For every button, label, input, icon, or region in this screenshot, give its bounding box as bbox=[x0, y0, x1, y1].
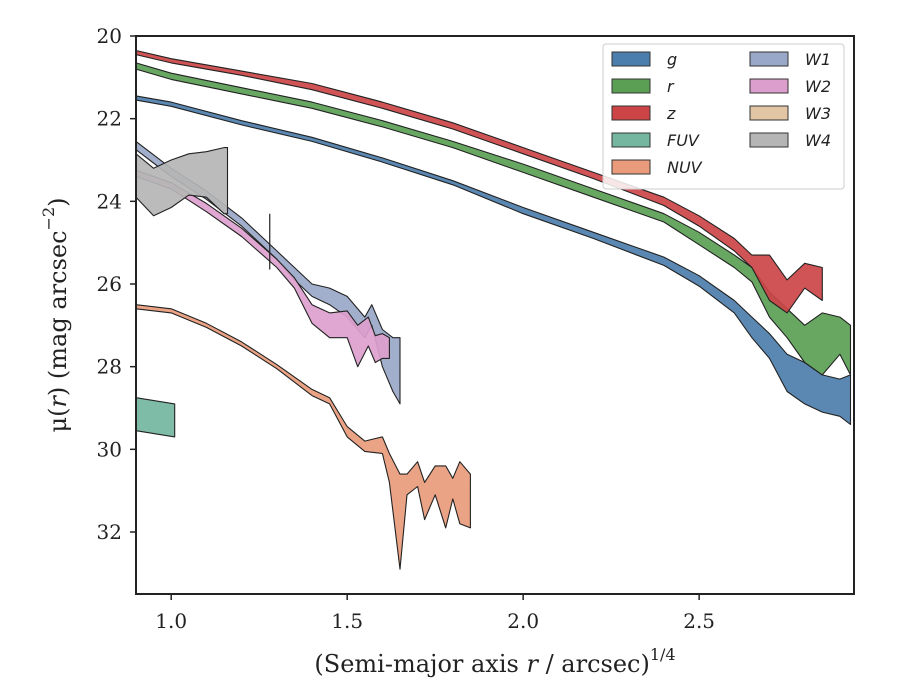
legend: grz FUV NUV W1 W2 W3 W4 bbox=[602, 43, 845, 190]
legend-label-fuv: FUV bbox=[667, 131, 700, 150]
series-band-nuv bbox=[135, 304, 471, 570]
x-tick-label: 1.0 bbox=[155, 609, 187, 633]
series-band-w4 bbox=[135, 147, 229, 217]
legend-label-nuv: NUV bbox=[667, 158, 703, 177]
y-tick-label: 32 bbox=[97, 520, 122, 544]
legend-swatch-g bbox=[611, 51, 651, 67]
legend-label-w2: W2 bbox=[805, 77, 831, 96]
y-tick-label: 24 bbox=[97, 189, 122, 213]
x-tick-label: 1.5 bbox=[331, 609, 363, 633]
legend-label-w3: W3 bbox=[805, 104, 831, 123]
legend-swatch-nuv bbox=[611, 159, 651, 175]
legend-label-r: r bbox=[667, 77, 675, 96]
y-axis-title: μ(r) (mag arcsec−2) bbox=[39, 197, 72, 432]
x-tick-label: 2.0 bbox=[507, 609, 539, 633]
x-tick-label: 2.5 bbox=[683, 609, 715, 633]
legend-swatch-w3 bbox=[749, 105, 789, 121]
y-tick-label: 30 bbox=[97, 437, 122, 461]
legend-swatch-w1 bbox=[749, 51, 789, 67]
series-band-g bbox=[135, 95, 852, 426]
legend-swatch-r bbox=[611, 78, 651, 94]
y-tick-label: 26 bbox=[97, 272, 122, 296]
legend-label-g: g bbox=[667, 50, 677, 69]
tick-layer: 1.0 1.5 2.0 2.5 20 22 24 26 28 30 32 bbox=[97, 24, 715, 633]
y-tick-label: 28 bbox=[97, 355, 122, 379]
series-band-r bbox=[135, 62, 852, 376]
plot-frame bbox=[135, 35, 855, 595]
legend-label-w4: W4 bbox=[805, 131, 831, 150]
legend-label-w1: W1 bbox=[805, 50, 831, 69]
y-tick-label: 20 bbox=[97, 24, 122, 48]
legend-label-z: z bbox=[666, 104, 676, 123]
series-band-fuv bbox=[135, 397, 176, 438]
legend-swatch-fuv bbox=[611, 132, 651, 148]
legend-swatch-z bbox=[611, 105, 651, 121]
legend-swatch-w2 bbox=[749, 78, 789, 94]
series-layer bbox=[135, 49, 852, 570]
series-band-w2 bbox=[135, 169, 390, 368]
legend-swatch-w4 bbox=[749, 132, 789, 148]
series-band-z bbox=[135, 49, 823, 314]
x-axis-title: (Semi-major axis r / arcsec)1/4 bbox=[314, 645, 675, 678]
y-tick-label: 22 bbox=[97, 107, 122, 131]
